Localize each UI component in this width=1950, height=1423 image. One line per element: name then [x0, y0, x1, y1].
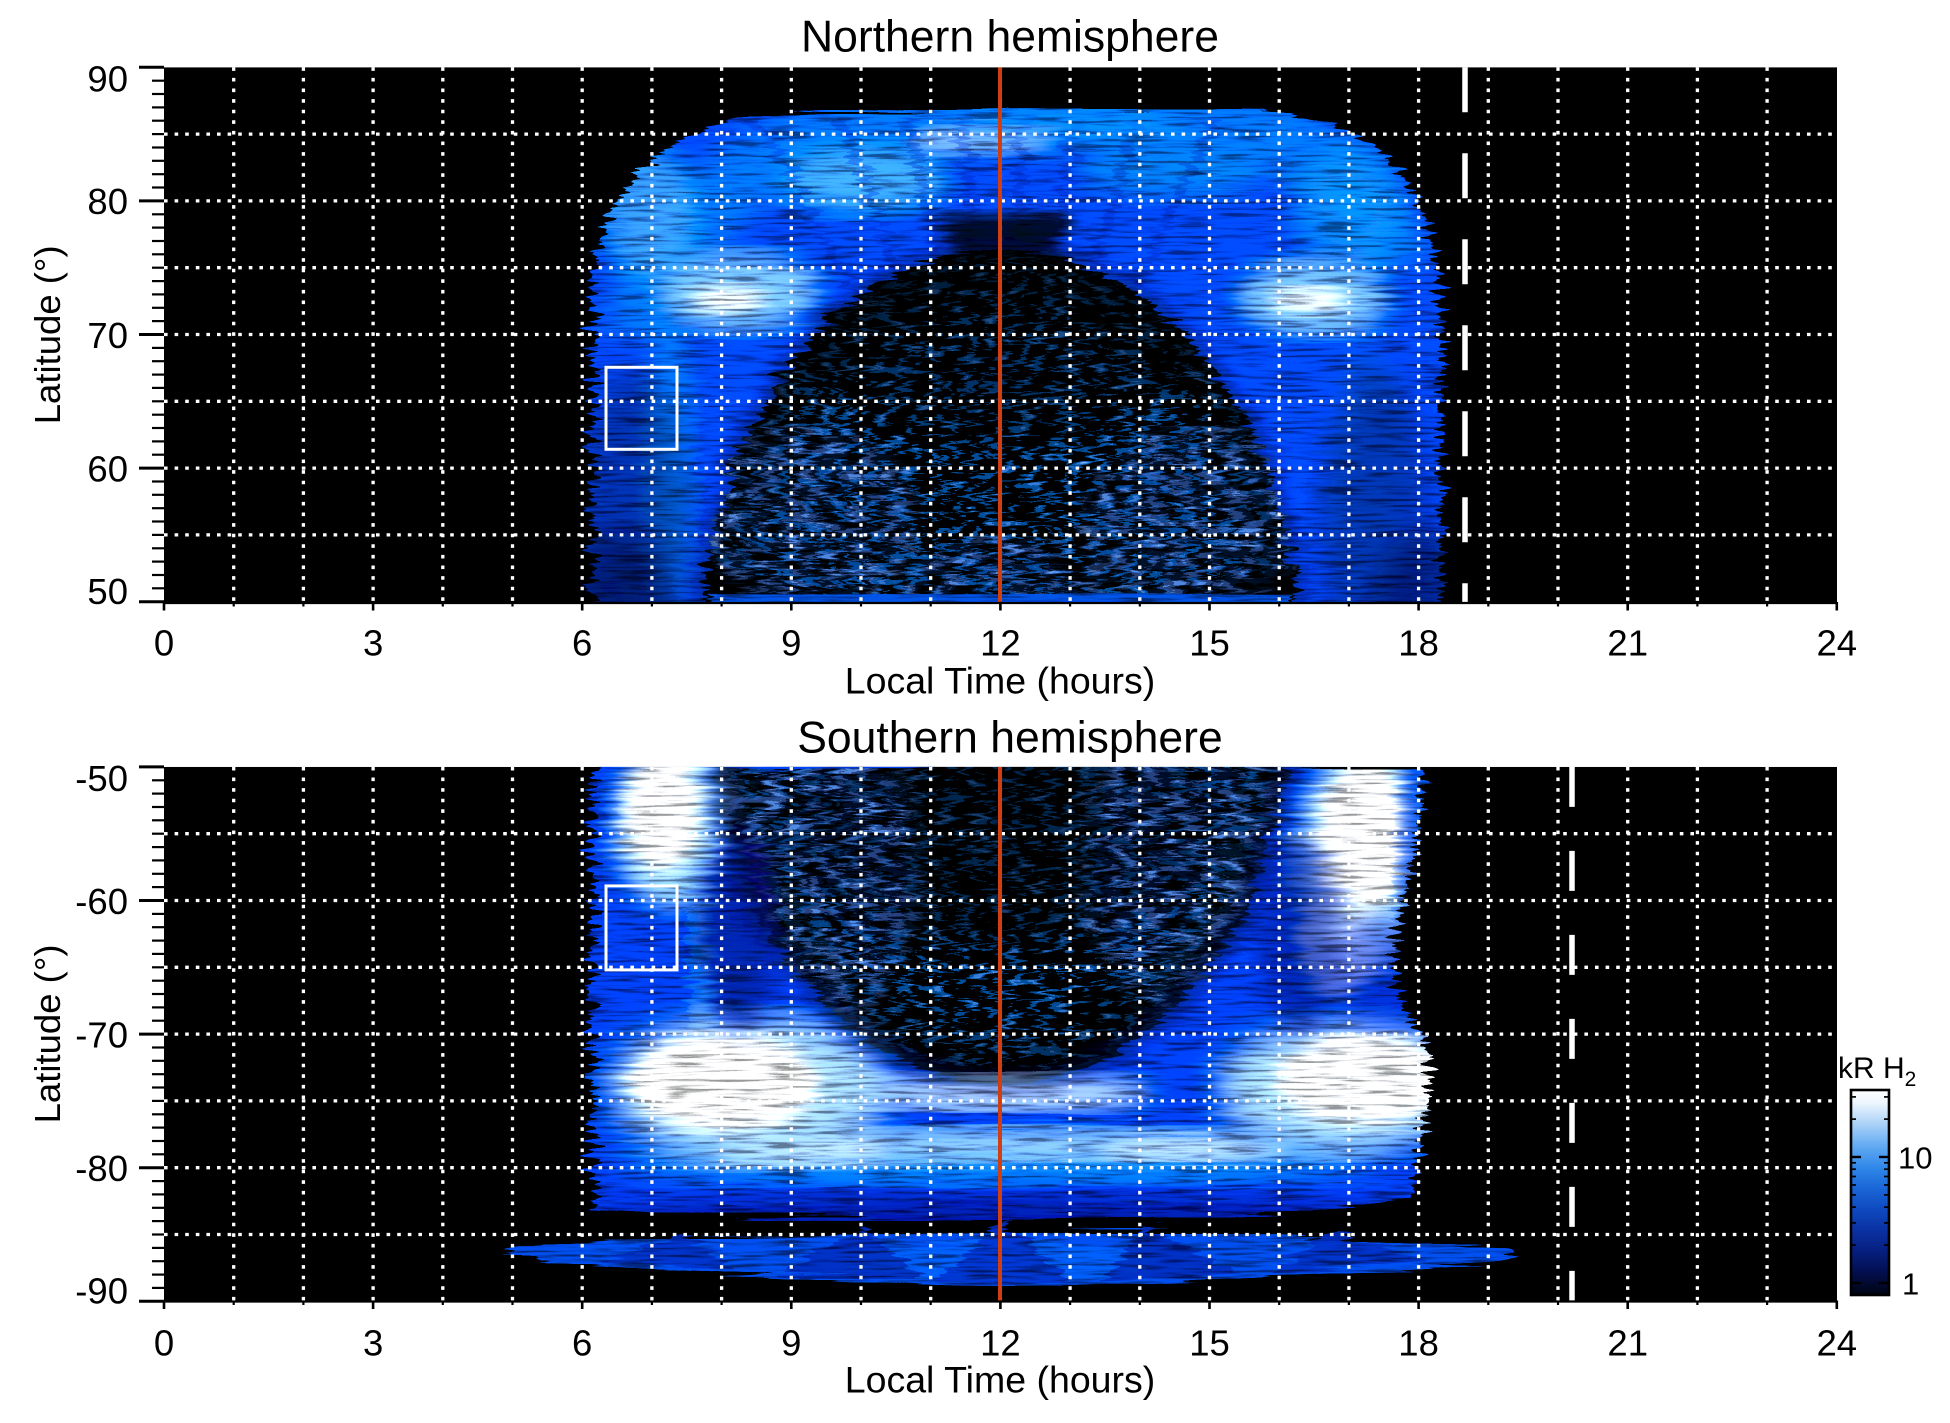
svg-text:50: 50 — [87, 571, 128, 612]
svg-text:18: 18 — [1398, 1323, 1439, 1364]
svg-text:0: 0 — [154, 623, 174, 664]
svg-text:12: 12 — [980, 623, 1021, 664]
svg-text:12: 12 — [980, 1323, 1021, 1364]
svg-text:-90: -90 — [75, 1271, 128, 1312]
svg-text:3: 3 — [363, 1323, 383, 1364]
svg-text:21: 21 — [1607, 623, 1648, 664]
svg-text:90: 90 — [87, 59, 128, 100]
svg-text:18: 18 — [1398, 623, 1439, 664]
svg-text:24: 24 — [1816, 623, 1857, 664]
svg-text:-70: -70 — [75, 1014, 128, 1055]
svg-text:6: 6 — [572, 623, 592, 664]
svg-text:Latitude (°): Latitude (°) — [27, 944, 68, 1123]
svg-text:-50: -50 — [75, 758, 128, 799]
svg-text:0: 0 — [154, 1323, 174, 1364]
svg-text:Northern hemisphere: Northern hemisphere — [801, 12, 1219, 61]
svg-text:Local Time (hours): Local Time (hours) — [845, 660, 1156, 702]
svg-text:15: 15 — [1189, 623, 1230, 664]
svg-text:9: 9 — [781, 1323, 801, 1364]
svg-text:80: 80 — [87, 181, 128, 222]
svg-text:-80: -80 — [75, 1148, 128, 1189]
svg-text:60: 60 — [87, 448, 128, 489]
svg-text:1: 1 — [1902, 1266, 1919, 1301]
svg-text:Latitude (°): Latitude (°) — [27, 245, 68, 424]
svg-text:24: 24 — [1816, 1323, 1857, 1364]
svg-text:Local Time (hours): Local Time (hours) — [845, 1359, 1156, 1401]
svg-text:70: 70 — [87, 315, 128, 356]
svg-text:Southern hemisphere: Southern hemisphere — [797, 714, 1223, 763]
svg-text:15: 15 — [1189, 1323, 1230, 1364]
svg-text:6: 6 — [572, 1323, 592, 1364]
svg-text:21: 21 — [1607, 1323, 1648, 1364]
svg-text:9: 9 — [781, 623, 801, 664]
svg-text:-60: -60 — [75, 881, 128, 922]
svg-text:10: 10 — [1898, 1140, 1932, 1175]
svg-text:3: 3 — [363, 623, 383, 664]
svg-text:kR H2: kR H2 — [1838, 1052, 1916, 1091]
